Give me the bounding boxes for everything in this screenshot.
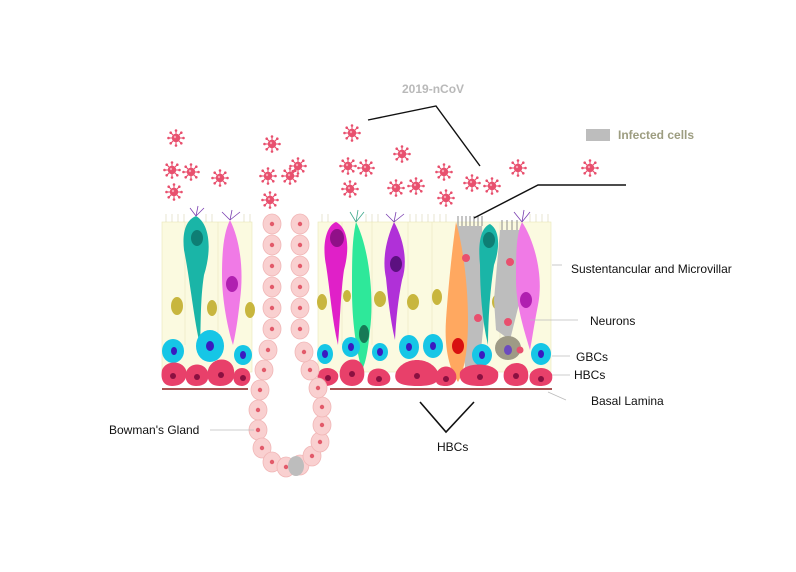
infected-cells bbox=[456, 216, 522, 380]
gland-cell-nucleus bbox=[269, 242, 275, 248]
virus-particle bbox=[407, 177, 425, 195]
virus-particle bbox=[263, 135, 281, 153]
bowmans-gland-label: Bowman's Gland bbox=[109, 423, 199, 437]
gland-cell-nucleus bbox=[255, 407, 261, 413]
gland-cell-nucleus bbox=[297, 263, 303, 269]
legend-label: Infected cells bbox=[618, 128, 694, 142]
basal-lamina-label: Basal Lamina bbox=[591, 394, 664, 408]
virus-particle bbox=[509, 159, 527, 177]
gland-cell-nucleus bbox=[257, 387, 263, 393]
neuron-cells bbox=[183, 205, 540, 382]
gland-cell-nucleus bbox=[297, 305, 303, 311]
gland-cell-nucleus bbox=[265, 347, 271, 353]
virus-particle bbox=[343, 124, 361, 142]
bowmans-gland bbox=[248, 213, 332, 478]
gland-cell-nucleus bbox=[269, 459, 275, 465]
legend-swatch-infected bbox=[586, 129, 610, 141]
virus-label: 2019-nCoV bbox=[402, 82, 464, 96]
virus-particle bbox=[341, 180, 359, 198]
gland-cell-nucleus bbox=[315, 385, 321, 391]
gland-cell-nucleus bbox=[307, 367, 313, 373]
virus-particle bbox=[182, 163, 200, 181]
virus-particle bbox=[167, 129, 185, 147]
virus-particle bbox=[387, 179, 405, 197]
gland-cell-nucleus bbox=[283, 464, 289, 470]
virus-particle bbox=[289, 157, 307, 175]
gland-cell-nucleus bbox=[269, 263, 275, 269]
virus-particle bbox=[261, 191, 279, 209]
intracellular-virus-particles bbox=[462, 254, 524, 354]
sustentacular-label: Sustentancular and Microvillar bbox=[571, 262, 732, 276]
virus-particle bbox=[463, 174, 481, 192]
virus-particle bbox=[393, 145, 411, 163]
virus-particle bbox=[357, 159, 375, 177]
globose-basal-cells bbox=[162, 330, 551, 366]
virus-particle bbox=[435, 163, 453, 181]
virus-particle bbox=[437, 189, 455, 207]
gland-cell-nucleus bbox=[317, 439, 323, 445]
extracellular-virus-particles bbox=[163, 124, 599, 209]
gland-cell-nucleus bbox=[269, 221, 275, 227]
hbcs-bottom-label: HBCs bbox=[437, 440, 468, 454]
gland-cell-nucleus bbox=[319, 422, 325, 428]
virus-particle bbox=[211, 169, 229, 187]
gland-cell-nucleus bbox=[255, 427, 261, 433]
gland-cell-nucleus bbox=[269, 284, 275, 290]
gland-cell-nucleus bbox=[269, 326, 275, 332]
virus-particle bbox=[163, 161, 181, 179]
neurons-label: Neurons bbox=[590, 314, 635, 328]
gland-cell-nucleus bbox=[269, 305, 275, 311]
horizontal-basal-cells bbox=[161, 359, 553, 386]
gland-cell-nucleus bbox=[301, 349, 307, 355]
gland-cell-nucleus bbox=[297, 242, 303, 248]
gland-infected-cell bbox=[288, 456, 304, 476]
gbcs-label: GBCs bbox=[576, 350, 608, 364]
gland-cell-nucleus bbox=[309, 453, 315, 459]
gland-cell-nucleus bbox=[319, 404, 325, 410]
gland-cell-nucleus bbox=[297, 284, 303, 290]
gland-cell-nucleus bbox=[297, 221, 303, 227]
virus-particle bbox=[483, 177, 501, 195]
hbcs-right-label: HBCs bbox=[574, 368, 605, 382]
gland-cell-nucleus bbox=[297, 326, 303, 332]
virus-particle bbox=[581, 159, 599, 177]
virus-particle bbox=[339, 157, 357, 175]
leader-lines bbox=[210, 105, 626, 434]
virus-particle bbox=[259, 167, 277, 185]
virus-particle bbox=[165, 183, 183, 201]
virus-particle bbox=[281, 167, 299, 185]
gland-cell-nucleus bbox=[261, 367, 267, 373]
gland-cell-nucleus bbox=[259, 445, 265, 451]
